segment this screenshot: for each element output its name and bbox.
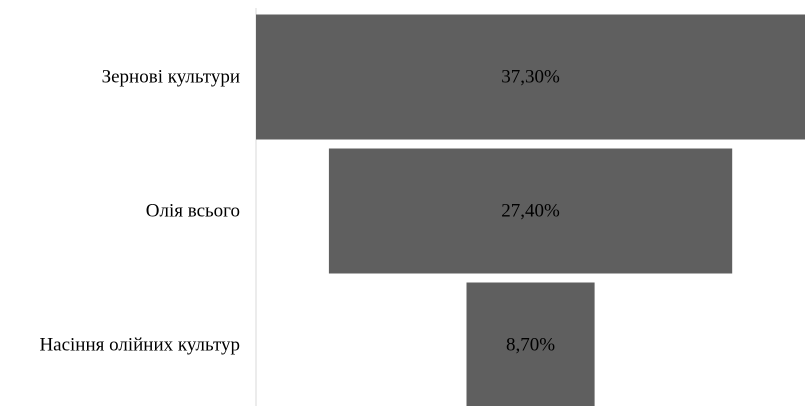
category-label: Зернові культури bbox=[102, 67, 240, 88]
funnel-bar bbox=[466, 282, 595, 406]
category-label: Олія всього bbox=[146, 201, 240, 222]
data-label: 8,70% bbox=[506, 335, 555, 356]
data-label: 27,40% bbox=[501, 201, 560, 222]
category-labels-group: Зернові культури Олія всього Насіння олійн… bbox=[39, 67, 240, 356]
data-label: 37,30% bbox=[501, 67, 560, 88]
bars-group bbox=[256, 14, 805, 406]
data-labels-group: 37,30% 27,40% 8,70% bbox=[501, 67, 560, 356]
funnel-bar bbox=[328, 148, 733, 274]
category-label: Насіння олійних культур bbox=[39, 335, 240, 356]
funnel-bar bbox=[256, 14, 805, 140]
